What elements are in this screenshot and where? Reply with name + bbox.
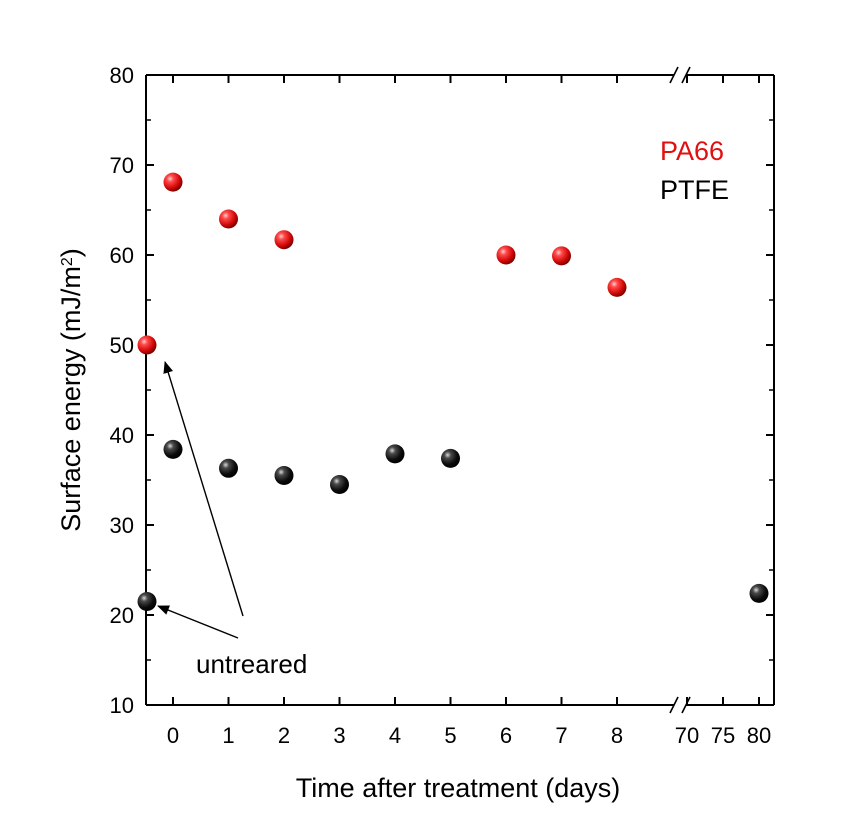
x-tick-label-6: 6	[500, 723, 512, 748]
x-tick-label-5: 5	[444, 723, 456, 748]
x-tick-label-1: 1	[222, 723, 234, 748]
point-pa66-6	[496, 245, 516, 265]
points-layer	[137, 172, 769, 611]
point-pa66-8	[607, 277, 627, 297]
y-axis-title-close: )	[56, 248, 86, 257]
axis-break-mark-top-1	[669, 66, 679, 84]
x-tick-label-70: 70	[675, 723, 699, 748]
point-ptfe-4	[385, 444, 405, 464]
y-axis-title: Surface energy (mJ/m2)	[56, 248, 86, 532]
y-tick-label-40: 40	[110, 423, 134, 448]
point-ptfe-2	[274, 466, 294, 485]
legend-label-ptfe: PTFE	[660, 175, 729, 205]
legend-label-pa66: PA66	[660, 136, 724, 166]
y-tick-label-30: 30	[110, 513, 134, 538]
y-tick-label-20: 20	[110, 603, 134, 628]
point-pa66-1	[219, 209, 238, 229]
arrow-to-ptfe-untreated	[157, 605, 239, 639]
point-pa66-0	[163, 172, 183, 192]
x-axis-title: Time after treatment (days)	[296, 773, 621, 803]
y-tick-label-10: 10	[110, 693, 134, 718]
point-pa66-untreated	[137, 335, 157, 355]
x-tick-label-80: 80	[747, 723, 771, 748]
point-ptfe-1	[219, 458, 238, 478]
y-axis-title-sup: 2	[59, 257, 76, 266]
point-ptfe-untreated	[137, 592, 157, 611]
point-ptfe-3	[330, 475, 349, 494]
x-tick-label-7: 7	[555, 723, 567, 748]
point-ptfe-5	[441, 448, 460, 468]
point-pa66-2	[274, 230, 294, 250]
x-tick-label-3: 3	[333, 723, 345, 748]
x-tick-label-4: 4	[389, 723, 401, 748]
y-tick-label-70: 70	[110, 153, 134, 178]
point-pa66-7	[552, 246, 571, 266]
y-tick-label-80: 80	[110, 63, 134, 88]
x-tick-label-2: 2	[278, 723, 290, 748]
point-ptfe-80	[749, 583, 769, 603]
y-tick-label-50: 50	[110, 333, 134, 358]
x-tick-label-8: 8	[611, 723, 623, 748]
y-tick-label-60: 60	[110, 243, 134, 268]
arrow-to-pa66-untreated	[163, 361, 244, 617]
annotation-untreated: untreared	[196, 649, 307, 679]
axis-break-mark-bottom-1	[669, 696, 679, 714]
y-axis-title-main: Surface energy (mJ/m	[56, 266, 86, 532]
x-tick-label-0: 0	[167, 723, 179, 748]
x-tick-label-75: 75	[711, 723, 735, 748]
point-ptfe-0	[163, 439, 183, 459]
ticks-layer: 10 20 30 40 50 60 70 80 0 1 2 3 4 5 6 7 8 70 75 80	[110, 63, 774, 748]
